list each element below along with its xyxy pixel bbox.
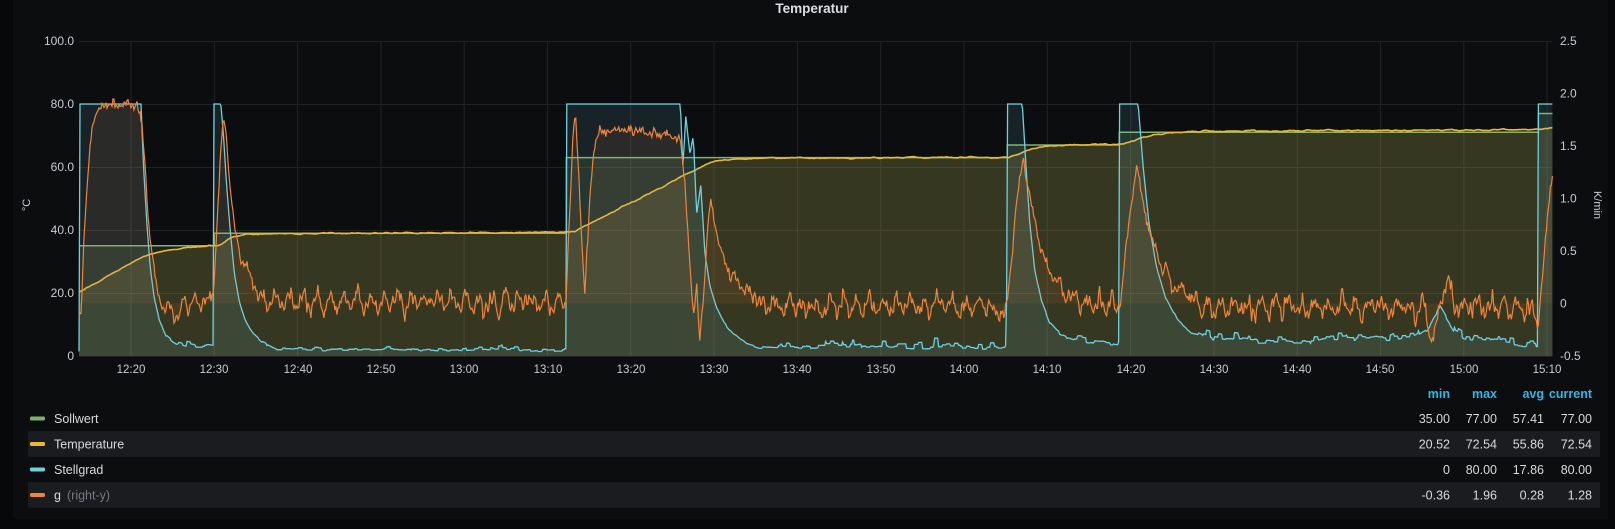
svg-text:Sollwert: Sollwert [54,412,99,426]
svg-text:20.0: 20.0 [51,286,75,300]
svg-text:13:00: 13:00 [450,364,479,376]
svg-text:13:50: 13:50 [867,364,896,376]
svg-text:77.00: 77.00 [1561,412,1592,426]
svg-text:14:30: 14:30 [1200,364,1229,376]
svg-text:12:30: 12:30 [200,364,229,376]
svg-text:15:00: 15:00 [1450,364,1479,376]
svg-text:80.00: 80.00 [1561,463,1592,477]
svg-text:min: min [1428,387,1450,401]
svg-text:avg: avg [1522,387,1544,401]
svg-text:(right-y): (right-y) [67,489,110,503]
svg-text:12:40: 12:40 [284,364,313,376]
svg-text:1.96: 1.96 [1473,489,1497,503]
svg-text:-0.5: -0.5 [1560,349,1581,363]
svg-text:0.5: 0.5 [1560,244,1577,258]
svg-text:40.0: 40.0 [51,223,75,237]
svg-text:77.00: 77.00 [1466,412,1497,426]
svg-text:12:50: 12:50 [367,364,396,376]
svg-text:15:10: 15:10 [1533,364,1562,376]
svg-text:80.00: 80.00 [1466,463,1497,477]
svg-text:0: 0 [67,349,74,363]
svg-text:2.0: 2.0 [1560,87,1577,101]
svg-text:13:20: 13:20 [617,364,646,376]
svg-text:K/min: K/min [1591,191,1603,219]
svg-text:13:30: 13:30 [700,364,729,376]
svg-text:72.54: 72.54 [1466,438,1497,452]
svg-text:0: 0 [1560,297,1567,311]
svg-text:-0.36: -0.36 [1422,489,1451,503]
svg-text:1.5: 1.5 [1560,139,1577,153]
svg-text:100.0: 100.0 [44,34,74,48]
svg-text:57.41: 57.41 [1513,412,1544,426]
svg-text:g: g [54,489,61,503]
svg-text:Temperatur: Temperatur [775,1,849,16]
svg-text:72.54: 72.54 [1561,438,1592,452]
svg-text:20.52: 20.52 [1419,438,1450,452]
svg-text:Temperature: Temperature [54,438,124,452]
svg-text:2.5: 2.5 [1560,34,1577,48]
svg-text:°C: °C [21,199,33,211]
svg-text:14:50: 14:50 [1366,364,1395,376]
svg-text:12:20: 12:20 [117,364,146,376]
svg-text:14:20: 14:20 [1117,364,1146,376]
svg-text:80.0: 80.0 [51,97,75,111]
svg-text:17.86: 17.86 [1513,463,1544,477]
svg-text:0: 0 [1443,463,1450,477]
svg-text:13:10: 13:10 [534,364,563,376]
svg-text:14:10: 14:10 [1033,364,1062,376]
svg-text:max: max [1472,387,1497,401]
svg-text:13:40: 13:40 [783,364,812,376]
svg-text:14:40: 14:40 [1283,364,1312,376]
svg-text:1.0: 1.0 [1560,192,1577,206]
svg-text:55.86: 55.86 [1513,438,1544,452]
svg-text:0.28: 0.28 [1520,489,1544,503]
svg-text:14:00: 14:00 [950,364,979,376]
svg-text:35.00: 35.00 [1419,412,1450,426]
svg-text:Stellgrad: Stellgrad [54,463,103,477]
svg-text:1.28: 1.28 [1568,489,1592,503]
svg-text:60.0: 60.0 [51,160,75,174]
svg-text:current: current [1549,387,1593,401]
